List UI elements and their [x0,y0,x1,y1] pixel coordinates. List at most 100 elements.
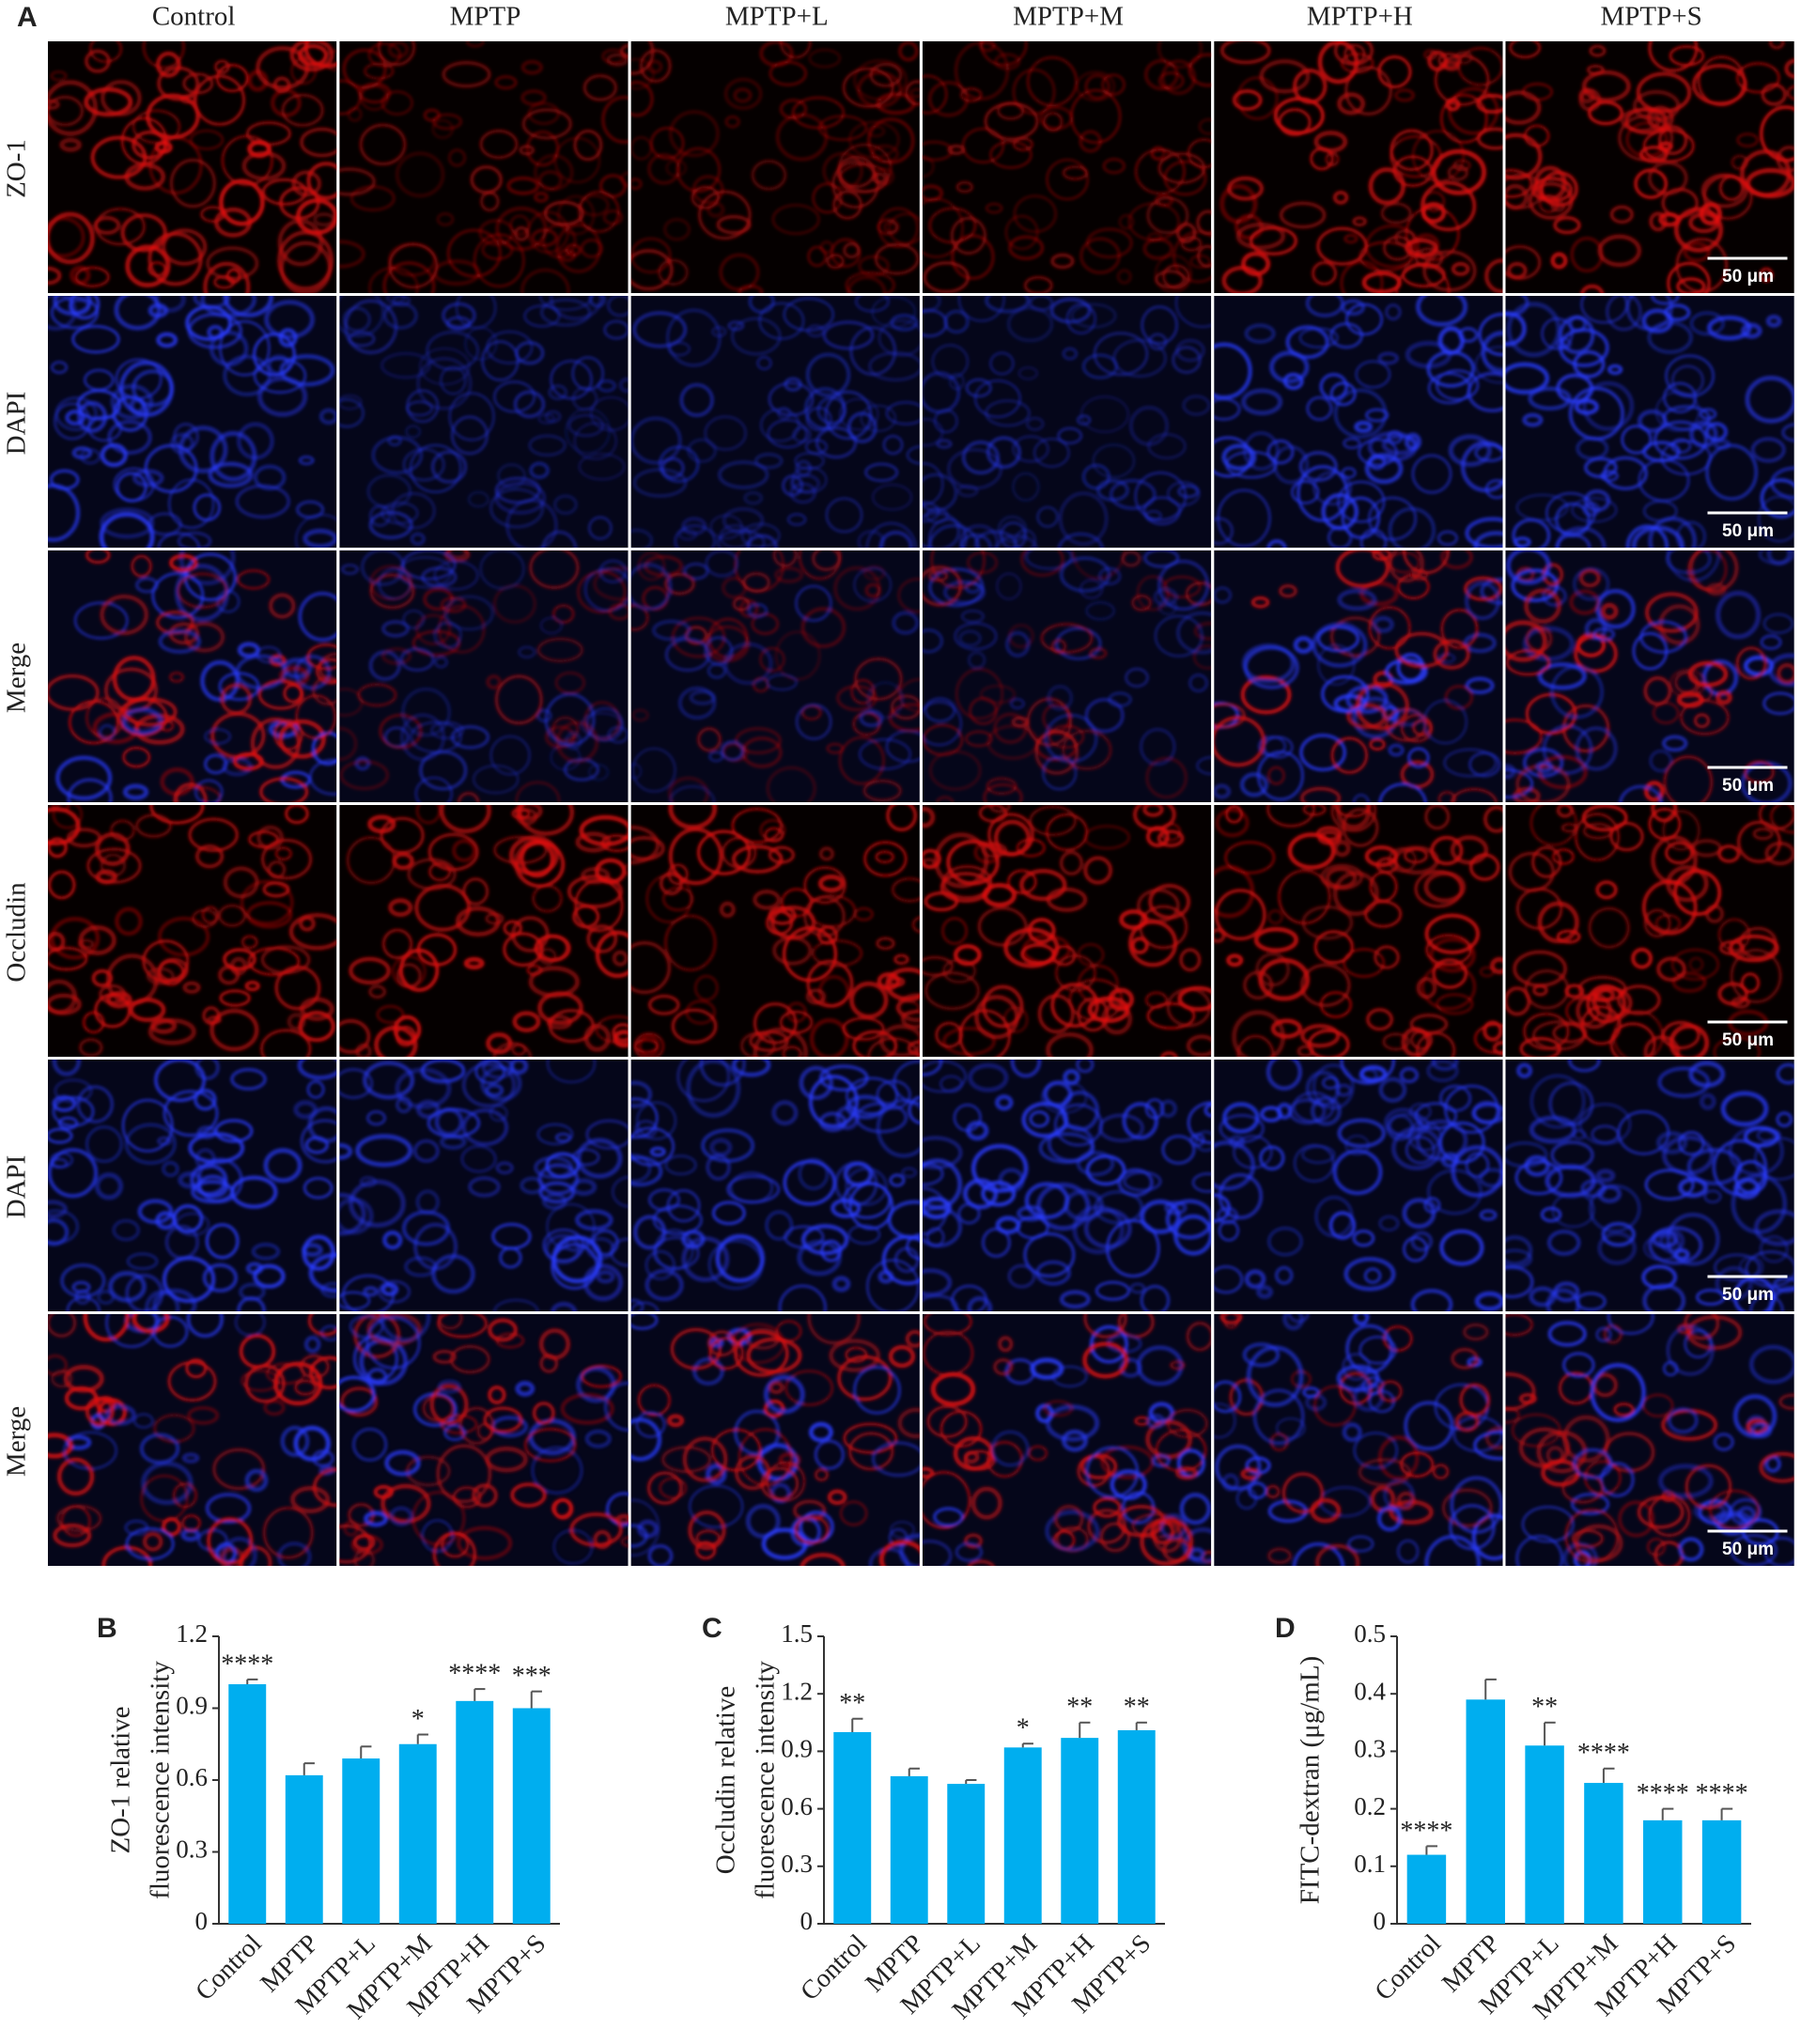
cell [509,1060,529,1076]
micrograph [48,1060,337,1311]
cell [1265,1060,1302,1091]
cell [515,781,561,802]
cell [985,399,1031,427]
y-tick-label: 0.1 [1354,1850,1386,1878]
cell [262,1507,314,1559]
cell [474,1060,505,1084]
cell [48,95,85,127]
cell [479,129,519,160]
cell [1609,1022,1656,1057]
cell [436,212,455,226]
cell [1299,734,1346,772]
cell [472,1483,498,1508]
cell [922,858,937,869]
cell [1643,781,1665,802]
cell [1282,1314,1305,1331]
cell [632,311,688,348]
cell [644,1268,684,1302]
y-axis-label: fluorescence intensity [146,1661,176,1899]
cell [922,1060,943,1076]
micrograph-bg [1214,1060,1503,1311]
cell [1670,364,1704,396]
cell [1313,131,1348,153]
cell [51,805,70,813]
cell [1678,1131,1705,1156]
cell [210,430,257,482]
cell [630,1080,653,1108]
cell [1214,586,1233,604]
cell [756,356,772,370]
cell [697,190,752,240]
significance-label: **** [1577,1739,1630,1768]
cell [488,1318,518,1342]
cell [1411,568,1429,581]
cell [1279,201,1327,229]
y-tick-label: 0 [800,1907,814,1935]
cell [1396,1491,1416,1510]
cell [1571,497,1618,523]
micrograph [1214,1060,1503,1311]
cell [860,404,897,432]
cell [1523,1013,1570,1050]
cell [595,930,629,979]
cell [961,441,1000,475]
cell [104,1404,136,1426]
cell [1125,667,1149,688]
cell [705,625,750,663]
cell [177,532,212,548]
cell [570,1178,598,1197]
cell [278,665,310,687]
cell [1515,887,1563,930]
cell [534,934,571,963]
cell [1762,613,1794,634]
cell [1003,927,1060,968]
cell [763,1399,785,1418]
cell [303,1177,334,1200]
cell [450,415,489,456]
cell [1214,397,1241,421]
cell [1332,190,1349,205]
cell [922,155,935,178]
cell [458,1406,495,1446]
cell [739,1031,776,1057]
cell [1410,1231,1433,1252]
cell [1716,590,1762,640]
cell [922,701,962,747]
cell [794,1515,830,1545]
cell [205,1223,240,1260]
cell [951,234,995,280]
cell [885,401,920,426]
cell [922,371,961,414]
cell [355,1134,413,1168]
cell [1764,841,1794,866]
cell [909,88,920,98]
micrograph-texture [1505,805,1794,1057]
cell [989,351,1015,376]
cell [898,41,919,62]
cell [922,723,964,756]
cell [1023,1231,1076,1278]
cell [970,1486,1002,1520]
cell [1553,216,1581,235]
cell [437,1314,463,1330]
cell [1776,1063,1794,1085]
cell [1291,480,1320,504]
cell [1285,325,1329,360]
y-tick-label: 0.6 [176,1763,208,1791]
cell [630,249,674,291]
cell [848,1182,893,1231]
cell [807,894,857,928]
cell [1196,244,1212,269]
cell [792,426,812,443]
cell [48,266,62,286]
cell [1753,1209,1794,1247]
cell [346,836,396,885]
cell [339,1142,353,1160]
cell [132,469,164,488]
cell [1159,1099,1177,1118]
cell [1188,53,1212,87]
cell [493,1298,539,1311]
cell [426,331,480,371]
cell [630,1417,662,1462]
cell [686,1060,741,1118]
